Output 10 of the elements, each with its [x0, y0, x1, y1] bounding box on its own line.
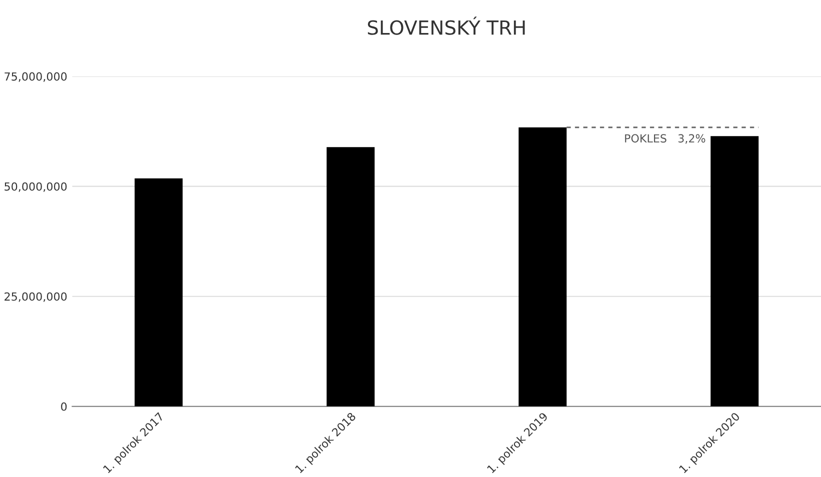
bar — [134, 178, 183, 406]
bar — [518, 127, 567, 406]
y-tick-label: 25,000,000 — [4, 292, 67, 302]
y-tick-label: 75,000,000 — [4, 72, 67, 82]
ref-line-label: POKLES 3,2% — [625, 134, 706, 144]
bar — [710, 136, 759, 406]
chart-title: SLOVENSKÝ TRH — [368, 16, 525, 35]
bar — [326, 147, 375, 406]
y-tick-label: 50,000,000 — [4, 182, 67, 192]
y-tick-label: 0 — [61, 402, 67, 411]
